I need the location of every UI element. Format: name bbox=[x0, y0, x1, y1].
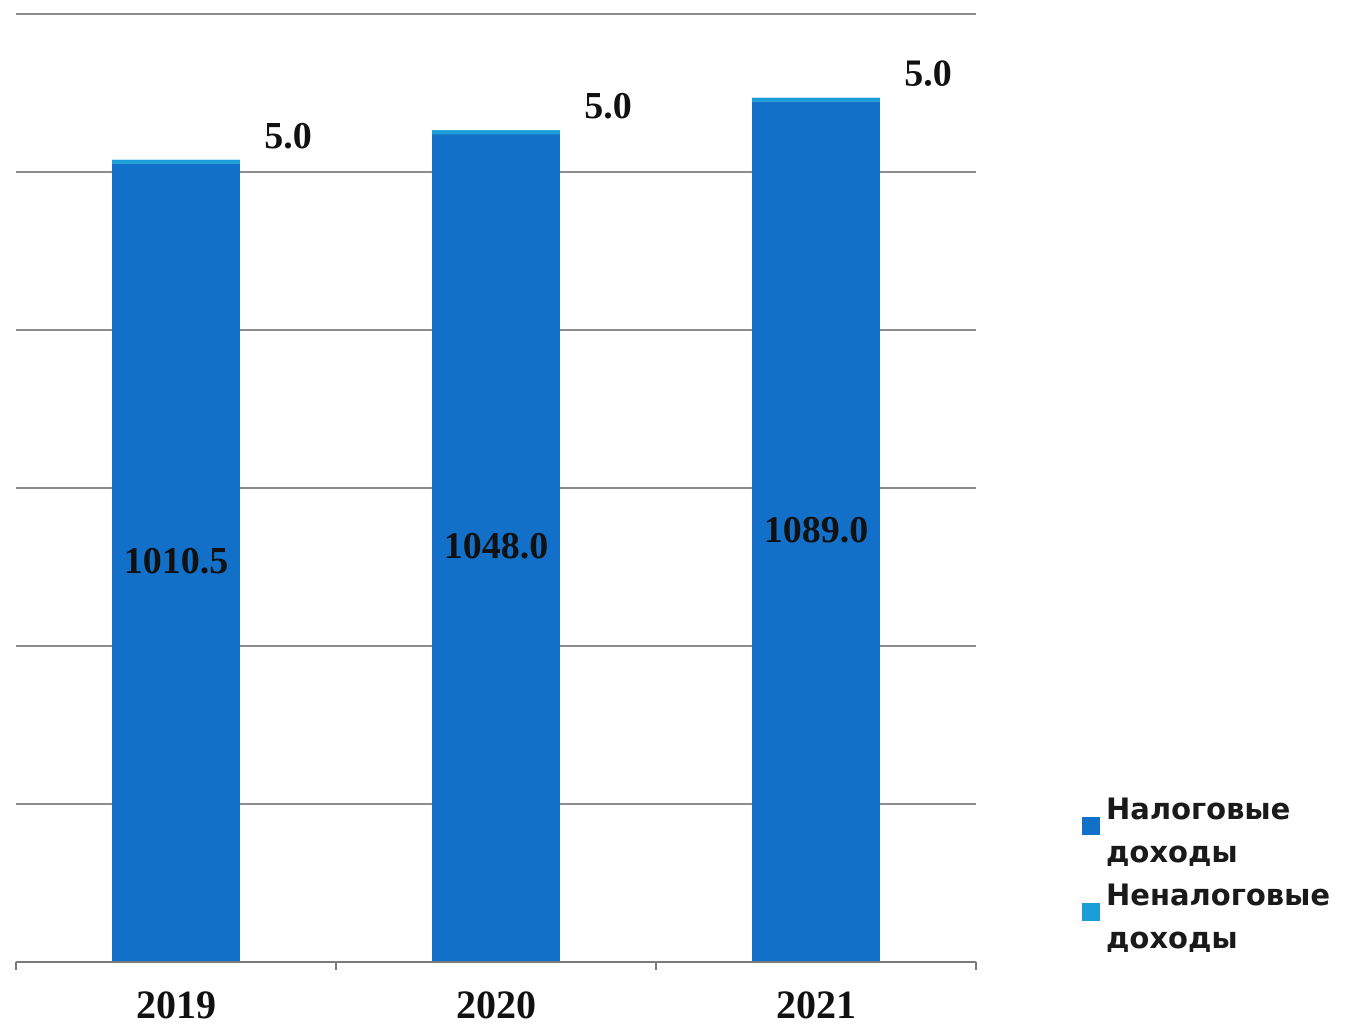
legend-item-nontax: Неналоговые доходы bbox=[1082, 874, 1360, 960]
legend-swatch-tax bbox=[1082, 817, 1100, 835]
legend: Налоговые доходы Неналоговые доходы bbox=[1082, 788, 1360, 960]
legend-item-tax: Налоговые доходы bbox=[1082, 788, 1360, 874]
x-tick-label: 2020 bbox=[456, 982, 536, 1024]
data-label-nontax: 5.0 bbox=[264, 115, 312, 157]
bar-tax bbox=[432, 134, 560, 962]
data-label-tax: 1089.0 bbox=[764, 509, 869, 551]
bar-tax bbox=[112, 163, 240, 962]
bars bbox=[112, 97, 880, 962]
legend-label-nontax: Неналоговые доходы bbox=[1106, 878, 1331, 955]
legend-label-tax: Налоговые доходы bbox=[1106, 792, 1291, 869]
bar-nontax bbox=[432, 130, 560, 135]
bar-tax bbox=[752, 101, 880, 962]
data-label-nontax: 5.0 bbox=[584, 85, 632, 127]
data-label-tax: 1010.5 bbox=[124, 540, 229, 582]
data-label-tax: 1048.0 bbox=[444, 525, 549, 567]
bar-nontax bbox=[112, 159, 240, 164]
data-labels: 1010.5 5.0 1048.0 5.0 1089.0 5.0 bbox=[124, 53, 952, 582]
legend-swatch-nontax bbox=[1082, 903, 1100, 921]
data-label-nontax: 5.0 bbox=[904, 53, 952, 95]
x-axis: 2019 2020 2021 bbox=[15, 961, 977, 1024]
x-tick-label: 2021 bbox=[776, 982, 856, 1024]
bar-nontax bbox=[752, 97, 880, 102]
x-tick-label: 2019 bbox=[136, 982, 216, 1024]
